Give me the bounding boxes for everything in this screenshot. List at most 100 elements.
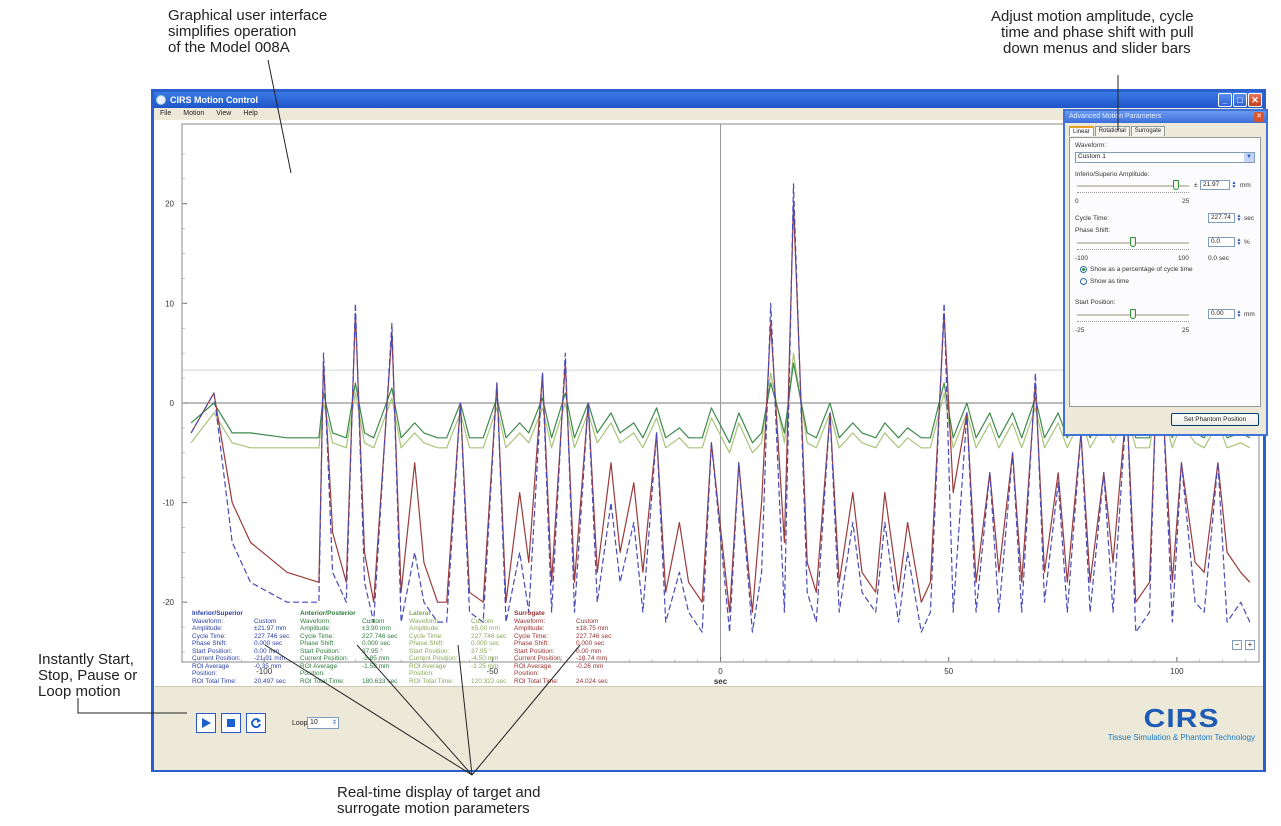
linear-panel: Waveform: Custom 1 ▼ Inferio/Superio Amp… <box>1069 137 1261 407</box>
cycle-time-value: 227.74 <box>1211 214 1231 221</box>
menu-motion[interactable]: Motion <box>183 110 205 117</box>
stats-key: ROI Average Position: <box>192 662 230 678</box>
stats-row: ROI Total Time: 20.497 sec <box>192 678 289 686</box>
tab-rotational[interactable]: Rotational <box>1094 126 1130 136</box>
amplitude-prefix: ± <box>1194 182 1198 189</box>
minimize-button[interactable]: _ <box>1218 93 1232 107</box>
menu-help[interactable]: Help <box>243 110 258 117</box>
set-phantom-position-button[interactable]: Set Phantom Position <box>1171 413 1259 426</box>
play-button[interactable] <box>196 713 216 733</box>
start-position-max: 25 <box>1182 327 1190 334</box>
stats-value: -0.35 mm <box>254 662 282 670</box>
x-tick-label: 0 <box>718 667 723 676</box>
radio-time[interactable] <box>1080 278 1087 285</box>
zoom-out-button[interactable]: − <box>1232 640 1242 650</box>
stats-key: Phase Shift: <box>192 640 228 647</box>
stats-row: Amplitude: ±18.75 mm <box>514 625 611 633</box>
callout-adjust-line: Adjust motion amplitude, cycle <box>991 8 1194 25</box>
start-position-slider[interactable] <box>1077 309 1189 322</box>
dialog-close-icon[interactable]: ✕ <box>1254 112 1264 122</box>
menu-bar: File Motion View Help <box>154 108 1263 120</box>
dialog-title[interactable]: Advanced Motion Parameters <box>1065 111 1266 123</box>
chevron-down-icon[interactable]: ▼ <box>1244 153 1254 162</box>
cycle-time-unit: sec <box>1244 215 1255 222</box>
window-title: CIRS Motion Control <box>170 95 258 105</box>
stats-row: Waveform: Custom <box>300 618 397 626</box>
loops-stepper[interactable]: 10 ⇕ <box>307 717 339 729</box>
stats-key: Start Position: <box>192 647 233 655</box>
close-button[interactable]: ✕ <box>1248 93 1262 107</box>
stats-anterior-posterior: Anterior/Posterior Waveform: Custom Amplitu… <box>300 610 397 685</box>
start-position-spin-icon[interactable]: ▲ ▼ <box>1236 309 1242 319</box>
amplitude-input[interactable]: 21.97 <box>1200 180 1230 190</box>
cycle-time-label: Cycle Time: <box>1075 215 1109 222</box>
title-bar[interactable]: CIRS Motion Control _ □ ✕ <box>154 92 1263 108</box>
menu-file[interactable]: File <box>160 110 172 117</box>
maximize-button[interactable]: □ <box>1233 93 1247 107</box>
stats-value: 0.000 sec <box>471 640 500 647</box>
stats-value: -1.58 mm <box>362 662 390 670</box>
callout-controls-line: Loop motion <box>38 683 121 700</box>
stats-row: Start Position: 0.00 mm <box>192 648 289 656</box>
callout-controls-line: Stop, Pause or <box>38 667 138 684</box>
tab-surrogate[interactable]: Surrogate <box>1130 126 1166 136</box>
stats-value: Custom <box>362 617 385 625</box>
loops-spin-icon[interactable]: ⇕ <box>331 720 337 726</box>
stats-value: 24.024 sec <box>576 677 608 685</box>
stats-key: ROI Total Time: <box>300 677 345 685</box>
stats-header: Anterior/Posterior <box>300 610 356 617</box>
logo-word: CIRS <box>1143 703 1220 733</box>
stats-key: Waveform: <box>192 617 224 625</box>
radio-percentage-label: Show as a percentage of cycle time <box>1090 266 1193 273</box>
stats-header: Inferior/Superior <box>192 610 243 617</box>
x-tick-label: 100 <box>1170 667 1184 676</box>
loop-button[interactable] <box>246 713 266 733</box>
stats-value: 0.000 sec <box>254 640 283 647</box>
phase-shift-label: Phase Shift: <box>1075 227 1111 234</box>
start-position-slider-thumb[interactable] <box>1130 309 1136 319</box>
slider-ticks <box>1077 192 1189 195</box>
stats-value: 37.95 ° <box>471 647 492 655</box>
tab-linear[interactable]: Linear <box>1069 126 1094 136</box>
stats-key: Waveform: <box>514 617 546 625</box>
stats-row: ROI Total Time: 24.024 sec <box>514 678 611 686</box>
start-position-input[interactable]: 0.00 <box>1208 309 1235 319</box>
stats-key: Phase Shift: <box>514 640 550 647</box>
stats-key: Phase Shift: <box>300 640 336 647</box>
amplitude-max: 25 <box>1182 198 1190 205</box>
stats-value: -0.26 mm <box>576 662 604 670</box>
phase-shift-spin-icon[interactable]: ▲ ▼ <box>1236 237 1242 247</box>
amplitude-unit: mm <box>1240 182 1251 189</box>
stats-inferior-superior: Inferior/Superior Waveform: Custom Amplitud… <box>192 610 289 685</box>
stats-value: Custom <box>576 617 599 625</box>
stats-key: Start Position: <box>300 647 341 655</box>
stats-value: Custom <box>254 617 277 625</box>
stats-key: Amplitude: <box>300 625 331 632</box>
phase-shift-input[interactable]: 0.0 <box>1208 237 1235 247</box>
stats-row: ROI Average Position: -0.26 mm <box>514 663 611 678</box>
phase-shift-unit: % <box>1244 239 1250 246</box>
cycle-time-spin-icon[interactable]: ▲ ▼ <box>1236 213 1242 223</box>
stats-value: 227.746 sec <box>362 632 398 640</box>
waveform-select[interactable]: Custom 1 ▼ <box>1075 152 1255 163</box>
amplitude-slider-thumb[interactable] <box>1172 180 1179 190</box>
callout-realtime-line: surrogate motion parameters <box>337 800 530 817</box>
radio-percentage[interactable] <box>1080 266 1087 273</box>
stats-header: Lateral <box>409 610 431 617</box>
callout-adjust-line: down menus and slider bars <box>1003 40 1191 57</box>
stop-button[interactable] <box>221 713 241 733</box>
cycle-time-input[interactable]: 227.74 <box>1208 213 1235 223</box>
amplitude-spin-icon[interactable]: ▲ ▼ <box>1231 180 1237 190</box>
radio-time-label: Show as time <box>1090 278 1130 285</box>
stats-key: ROI Average Position: <box>300 662 338 678</box>
callout-adjust: Adjust motion amplitude, cycle time and … <box>991 9 1194 57</box>
menu-view[interactable]: View <box>216 110 232 117</box>
zoom-in-button[interactable]: + <box>1245 640 1255 650</box>
phase-shift-slider[interactable] <box>1077 237 1189 250</box>
phase-shift-slider-thumb[interactable] <box>1130 237 1136 247</box>
stats-key: Waveform: <box>300 617 332 625</box>
amplitude-slider[interactable] <box>1077 180 1189 193</box>
start-position-value: 0.00 <box>1211 310 1224 317</box>
stats-key: Current Position: <box>514 655 563 662</box>
stats-row: ROI Average Position: -0.35 mm <box>192 663 289 678</box>
